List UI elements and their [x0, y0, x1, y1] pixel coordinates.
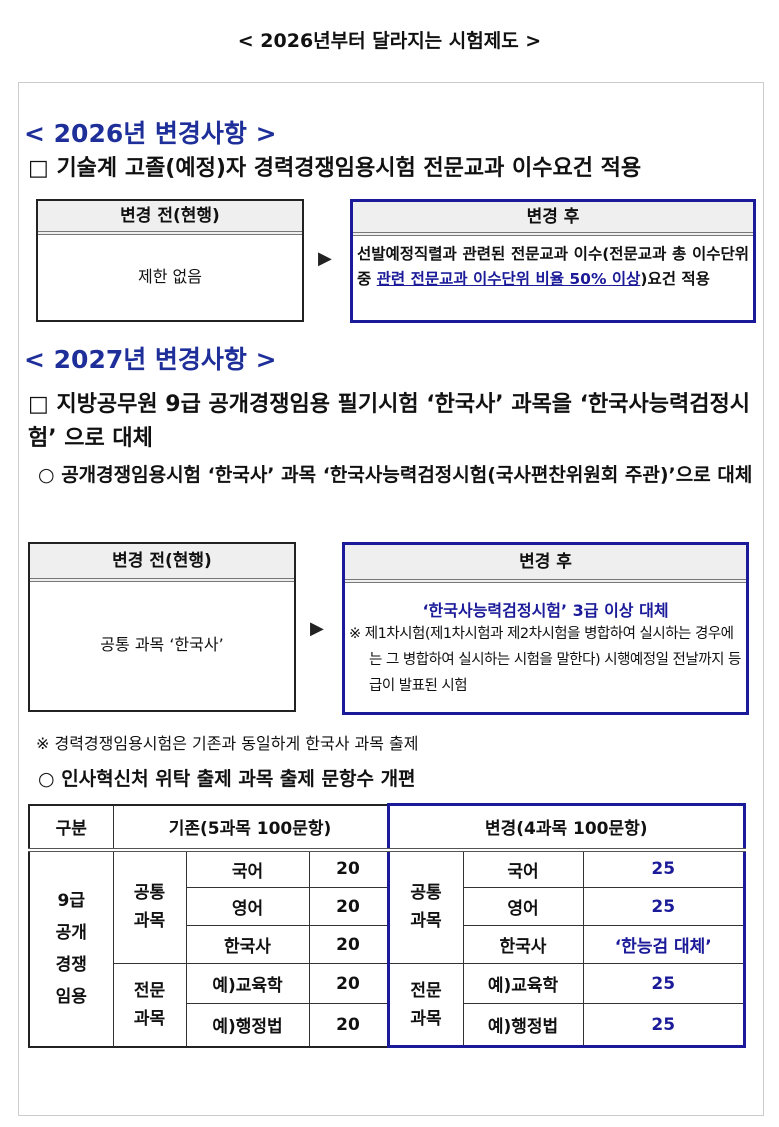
- after-text-2: )요건 적용: [640, 270, 710, 288]
- old-count: 20: [308, 887, 389, 926]
- new-count: 25: [582, 849, 746, 888]
- subject: 예)행정법: [462, 1003, 584, 1048]
- old-count: 20: [308, 963, 389, 1004]
- category-cell: 9급 공개 경쟁 임용: [28, 849, 114, 1047]
- group-common-old: 공통 과목: [112, 849, 187, 964]
- before-box-2026: 변경 전(현행) 제한 없음: [36, 199, 304, 322]
- subject: 영어: [462, 887, 584, 926]
- after-text: 선발예정직렬과 관련된 전문교과 이수(전문교과 총 이수단위 중 관련 전문교…: [353, 236, 753, 298]
- subject: 예)행정법: [185, 1003, 310, 1047]
- after-label: 변경 후: [353, 202, 753, 236]
- note: ※ 경력경쟁임용시험은 기존과 동일하게 한국사 과목 출제: [36, 734, 419, 753]
- after-text-1: 선발예정직렬과 관련된 전문교과 이수(전문교과 총 이수단위 중: [357, 245, 749, 288]
- before-text: 공통 과목 ‘한국사’: [100, 635, 224, 654]
- new-count: 25: [582, 887, 746, 926]
- old-count: 20: [308, 849, 389, 888]
- new-count: ‘한능검 대체’: [582, 925, 746, 964]
- new-count: 25: [582, 1003, 746, 1048]
- group-major-old: 전문 과목: [112, 963, 187, 1047]
- question-count-table: 구분 기존(5과목 100문항) 변경(4과목 100문항) 9급 공개 경쟁 …: [28, 803, 746, 1048]
- item-2026: □ 기술계 고졸(예정)자 경력경쟁임용시험 전문교과 이수요건 적용: [28, 156, 642, 181]
- after-note: ※ 제1차시험(제1차시험과 제2차시험을 병합하여 실시하는 경우에는 그 병…: [349, 626, 741, 694]
- before-text: 제한 없음: [138, 267, 202, 286]
- new-count: 25: [582, 963, 746, 1004]
- after-box-2027: 변경 후 ‘한국사능력검정시험’ 3급 이상 대체 ※ 제1차시험(제1차시험과…: [342, 542, 749, 715]
- before-box-2027: 변경 전(현행) 공통 과목 ‘한국사’: [28, 542, 296, 712]
- table-row: 예)행정법 20 예)행정법 25: [29, 1003, 746, 1048]
- table-row: 9급 공개 경쟁 임용 공통 과목 국어 20 공통 과목 국어 25: [28, 849, 746, 1047]
- arrow-right-icon: ▶: [310, 618, 324, 639]
- after-main: ‘한국사능력검정시험’ 3급 이상 대체: [422, 601, 669, 620]
- old-count: 20: [308, 925, 389, 964]
- subject: 영어: [185, 887, 310, 926]
- subject: 예)교육학: [462, 963, 584, 1004]
- header-old: 기존(5과목 100문항): [112, 804, 389, 850]
- content-frame: [18, 82, 764, 1116]
- page-title: < 2026년부터 달라지는 시험제도 >: [237, 30, 542, 52]
- table-row: 전문 과목 예)교육학 20 전문 과목 예)교육학 25: [29, 963, 746, 1048]
- heading-2027: < 2027년 변경사항 >: [24, 345, 277, 374]
- old-count: 20: [308, 1003, 389, 1047]
- header-category: 구분: [28, 804, 114, 850]
- group-major-new: 전문 과목: [386, 963, 464, 1048]
- after-text-highlight: 관련 전문교과 이수단위 비율 50% 이상: [376, 270, 641, 288]
- subject: 한국사: [185, 925, 310, 964]
- before-label: 변경 전(현행): [38, 201, 302, 235]
- after-label: 변경 후: [345, 545, 746, 583]
- subject: 국어: [185, 849, 310, 888]
- heading-2026: < 2026년 변경사항 >: [24, 119, 277, 148]
- subject: 국어: [462, 849, 584, 888]
- table-row: 한국사 20 한국사 ‘한능검 대체’: [29, 925, 746, 964]
- subject: 예)교육학: [185, 963, 310, 1004]
- header-new: 변경(4과목 100문항): [386, 803, 746, 850]
- after-box-2026: 변경 후 선발예정직렬과 관련된 전문교과 이수(전문교과 총 이수단위 중 관…: [350, 199, 756, 323]
- before-label: 변경 전(현행): [30, 544, 294, 582]
- sub-item-1: ○ 공개경쟁임용시험 ‘한국사’ 과목 ‘한국사능력검정시험(국사편찬위원회 주…: [38, 464, 753, 486]
- item-2027: □ 지방공무원 9급 공개경쟁임용 필기시험 ‘한국사’ 과목을 ‘한국사능력검…: [28, 392, 750, 451]
- arrow-right-icon: ▶: [318, 248, 332, 269]
- sub-item-2: ○ 인사혁신처 위탁 출제 과목 출제 문항수 개편: [38, 768, 416, 790]
- subject: 한국사: [462, 925, 584, 964]
- table-row: 영어 20 영어 25: [29, 887, 746, 926]
- group-common-new: 공통 과목: [386, 849, 464, 964]
